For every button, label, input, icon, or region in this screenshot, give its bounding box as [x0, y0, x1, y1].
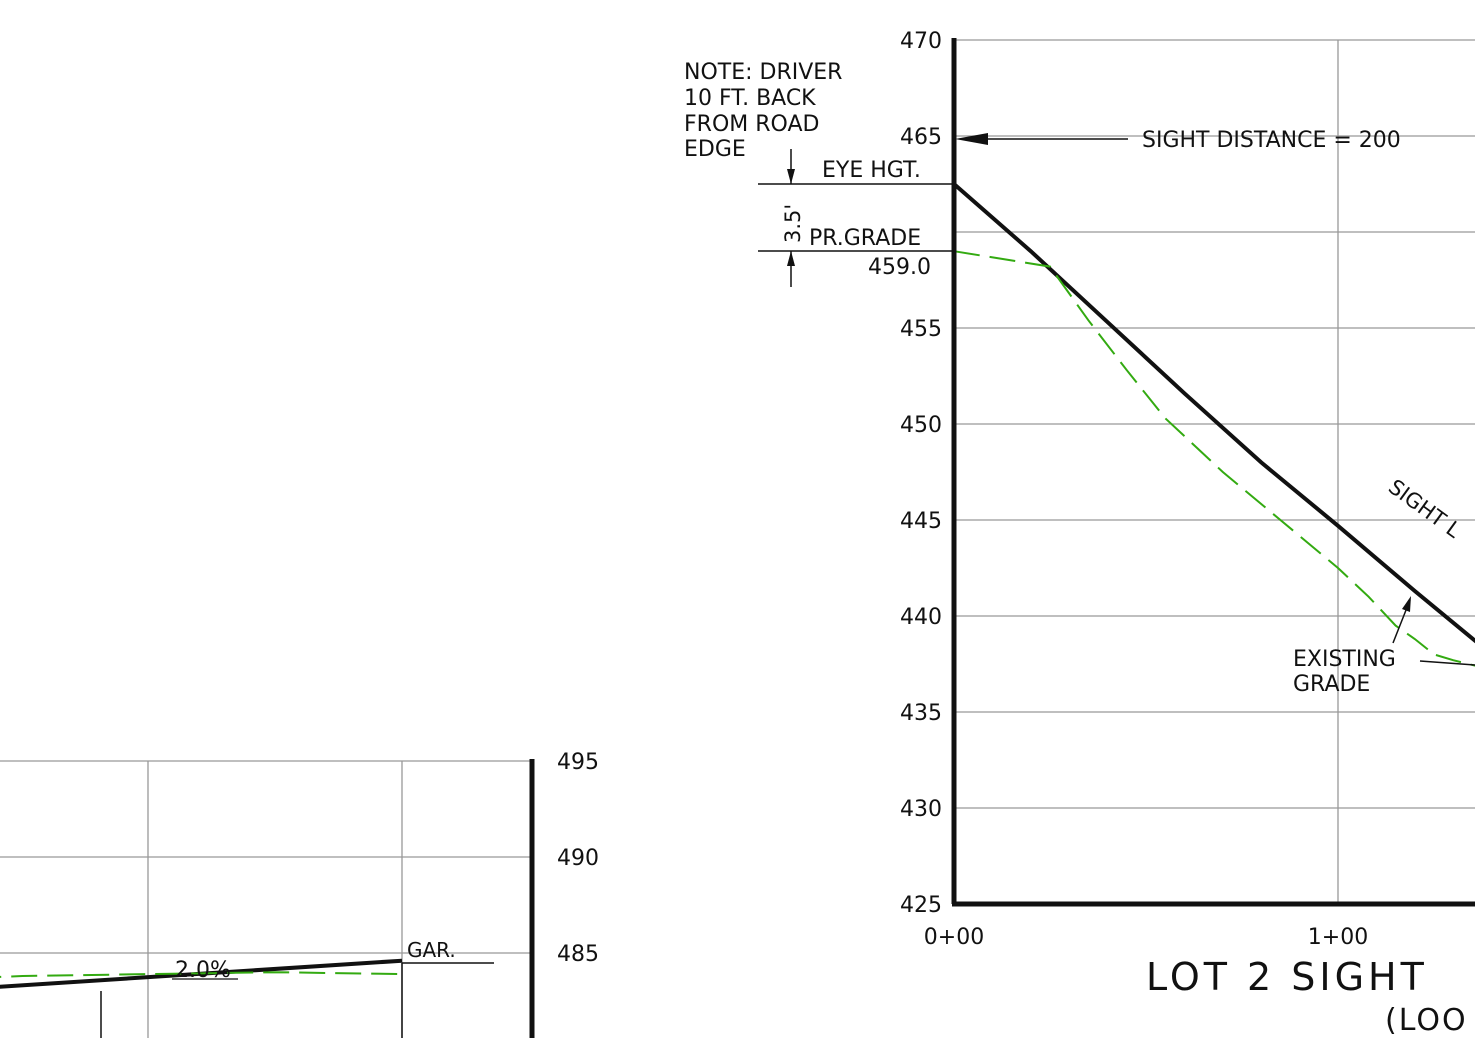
y-tick-label: 470 — [900, 29, 942, 54]
y-tick-label: 465 — [900, 125, 942, 150]
dimension-bottom-arrowhead — [787, 251, 795, 266]
note-line-2: 10 FT. BACK — [684, 86, 816, 111]
y-tick-label: 490 — [557, 846, 599, 871]
y-tick-label: 445 — [900, 509, 942, 534]
y-tick-label: 430 — [900, 797, 942, 822]
y-tick-label: 455 — [900, 317, 942, 342]
y-tick-label: 450 — [900, 413, 942, 438]
note-line-4: EDGE — [684, 137, 746, 162]
chart-subtitle: (LOO — [1385, 1003, 1468, 1038]
x-tick-label: 1+00 — [1308, 925, 1368, 950]
y-tick-label: 435 — [900, 701, 942, 726]
existing-grade-label-1: EXISTING — [1293, 647, 1396, 672]
driveway-chart-series — [0, 958, 403, 989]
driveway-proposed-grade-line — [0, 958, 403, 989]
sight-distance-profile-chart: 470 465 455 450 445 440 435 430 425 0+00 1+00 NOT… — [684, 29, 1475, 1038]
existing-grade-leader-arrowhead — [1402, 596, 1411, 612]
note-line-1: NOTE: DRIVER — [684, 60, 842, 85]
sight-distance-label: SIGHT DISTANCE = 200 — [1142, 128, 1401, 153]
sight-distance-arrowhead — [955, 133, 988, 145]
proposed-grade-elevation: 459.0 — [868, 255, 931, 280]
sight-chart-y-tick-labels: 470 465 455 450 445 440 435 430 425 — [900, 29, 942, 918]
garage-label: GAR. — [407, 938, 456, 962]
y-tick-label: 425 — [900, 893, 942, 918]
y-tick-label: 485 — [557, 942, 599, 967]
eye-height-dimension-label: 3.5' — [781, 204, 805, 243]
driveway-chart-y-tick-labels: 495 490 485 — [557, 750, 599, 967]
existing-grade-leader-2 — [1419, 660, 1475, 666]
eye-height-label: EYE HGT. — [822, 158, 921, 183]
x-tick-label: 0+00 — [924, 925, 984, 950]
proposed-grade-label: PR.GRADE — [809, 226, 921, 251]
chart-title: LOT 2 SIGHT — [1146, 955, 1428, 999]
sight-chart-axes — [951, 38, 1475, 907]
y-tick-label: 440 — [900, 605, 942, 630]
note-line-3: FROM ROAD — [684, 112, 819, 137]
sight-line — [952, 182, 1475, 644]
existing-grade-line — [953, 250, 1475, 667]
dimension-top-arrowhead — [787, 169, 795, 184]
sight-chart-series — [952, 182, 1475, 667]
y-tick-label: 495 — [557, 750, 599, 775]
sight-chart-x-tick-labels: 0+00 1+00 — [924, 925, 1368, 950]
sight-chart-grid — [954, 39, 1475, 904]
existing-grade-label-2: GRADE — [1293, 672, 1370, 697]
